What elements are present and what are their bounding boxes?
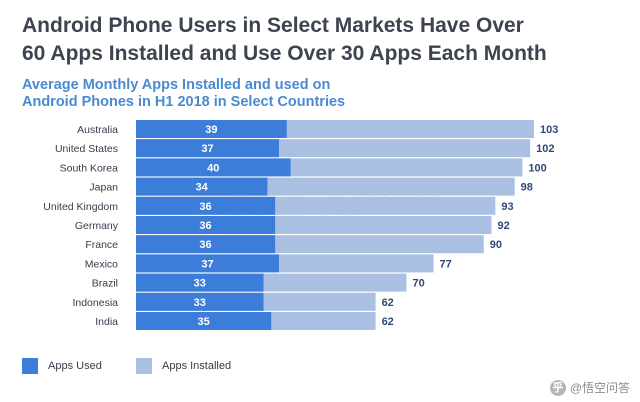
data-label-apps-installed-brazil: 70 — [412, 278, 424, 290]
bar-apps-used-united-kingdom — [136, 196, 276, 215]
data-label-apps-used-australia: 39 — [205, 124, 217, 136]
data-label-apps-used-mexico: 37 — [201, 258, 213, 270]
data-label-apps-installed-mexico: 77 — [440, 258, 452, 270]
data-label-apps-used-south-korea: 40 — [207, 162, 219, 174]
data-label-apps-used-indonesia: 33 — [194, 297, 206, 309]
source-watermark: 乎 @悟空问答 — [549, 379, 630, 396]
category-label-australia: Australia — [77, 124, 118, 136]
chart-title-line-1: Average Monthly Apps Installed and used … — [22, 77, 331, 93]
bar-chart: Australia 39 103 United States 37 102 South Ko… — [43, 120, 558, 330]
data-label-apps-used-united-kingdom: 36 — [199, 201, 211, 213]
bar-apps-used-indonesia — [136, 292, 264, 311]
category-label-united-states: United States — [55, 143, 118, 155]
bar-apps-used-france — [136, 235, 276, 254]
bar-apps-used-united-states — [136, 139, 279, 158]
watermark-badge-icon: 乎 — [549, 379, 566, 396]
bar-apps-used-japan — [136, 177, 268, 196]
category-label-japan: Japan — [89, 182, 118, 194]
data-label-apps-used-united-states: 37 — [201, 143, 213, 155]
watermark-text: @悟空问答 — [569, 381, 630, 395]
legend-label-apps-used: Apps Used — [48, 360, 102, 372]
data-label-apps-used-germany: 36 — [199, 220, 211, 232]
data-label-apps-installed-japan: 98 — [521, 182, 533, 194]
bar-apps-used-india — [136, 312, 272, 330]
data-label-apps-installed-france: 90 — [490, 239, 502, 251]
chart-title-line-2: Android Phones in H1 2018 in Select Coun… — [22, 94, 346, 110]
data-label-apps-installed-south-korea: 100 — [528, 162, 546, 174]
category-label-mexico: Mexico — [85, 258, 118, 270]
category-label-south-korea: South Korea — [60, 162, 119, 174]
data-label-apps-installed-indonesia: 62 — [382, 297, 394, 309]
bar-apps-used-australia — [136, 120, 287, 138]
category-label-germany: Germany — [75, 220, 119, 232]
chart-headline: Android Phone Users in Select Markets Ha… — [22, 12, 622, 68]
data-label-apps-used-india: 35 — [197, 316, 209, 328]
data-label-apps-used-japan: 34 — [196, 182, 209, 194]
bar-apps-used-germany — [136, 216, 276, 234]
chart-title: Average Monthly Apps Installed and used … — [22, 77, 622, 111]
category-label-indonesia: Indonesia — [72, 297, 118, 309]
data-label-apps-installed-united-states: 102 — [536, 143, 554, 155]
data-label-apps-used-brazil: 33 — [194, 278, 206, 290]
legend-item-apps-installed: Apps Installed — [136, 358, 231, 374]
data-label-apps-installed-india: 62 — [382, 316, 394, 328]
category-label-united-kingdom: United Kingdom — [43, 201, 118, 213]
data-label-apps-installed-germany: 92 — [497, 220, 509, 232]
category-label-brazil: Brazil — [92, 278, 118, 290]
legend-swatch-apps-installed — [136, 358, 152, 374]
bar-apps-used-mexico — [136, 254, 279, 273]
bar-apps-used-south-korea — [136, 158, 291, 177]
legend-item-apps-used: Apps Used — [22, 358, 102, 374]
data-label-apps-installed-united-kingdom: 93 — [501, 201, 513, 213]
headline-line-1: Android Phone Users in Select Markets Ha… — [22, 14, 524, 37]
legend-label-apps-installed: Apps Installed — [162, 360, 232, 372]
data-label-apps-used-france: 36 — [199, 239, 211, 251]
category-label-india: India — [95, 316, 118, 328]
category-label-france: France — [85, 239, 118, 251]
headline-line-2: 60 Apps Installed and Use Over 30 Apps E… — [22, 42, 547, 65]
data-label-apps-installed-australia: 103 — [540, 124, 558, 136]
bar-apps-used-brazil — [136, 273, 264, 292]
legend-swatch-apps-used — [22, 358, 38, 374]
